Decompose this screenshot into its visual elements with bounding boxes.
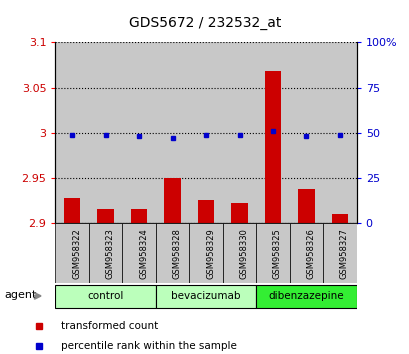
Bar: [63, 198, 80, 223]
Bar: [89, 42, 122, 223]
Text: GSM958328: GSM958328: [172, 228, 181, 279]
Bar: [155, 285, 256, 308]
Text: GSM958324: GSM958324: [139, 228, 148, 279]
Bar: [155, 223, 189, 283]
Bar: [222, 223, 256, 283]
Bar: [289, 42, 322, 223]
Bar: [55, 285, 155, 308]
Text: GSM958330: GSM958330: [239, 228, 248, 279]
Bar: [289, 223, 322, 283]
Text: GSM958323: GSM958323: [106, 228, 114, 279]
Bar: [197, 200, 214, 223]
Bar: [322, 42, 356, 223]
Bar: [331, 214, 348, 223]
Bar: [222, 42, 256, 223]
Text: dibenzazepine: dibenzazepine: [268, 291, 344, 301]
Text: agent: agent: [4, 290, 37, 300]
Bar: [55, 223, 89, 283]
Bar: [189, 42, 222, 223]
Text: GSM958329: GSM958329: [205, 228, 214, 279]
Bar: [256, 42, 289, 223]
Bar: [297, 189, 314, 223]
Bar: [264, 72, 281, 223]
Bar: [89, 223, 122, 283]
Bar: [55, 42, 89, 223]
Bar: [122, 223, 155, 283]
Text: GSM958322: GSM958322: [72, 228, 81, 279]
Text: percentile rank within the sample: percentile rank within the sample: [61, 341, 236, 352]
Text: control: control: [87, 291, 124, 301]
Bar: [189, 223, 222, 283]
Bar: [97, 210, 114, 223]
Bar: [164, 178, 180, 223]
Text: GSM958326: GSM958326: [306, 228, 315, 279]
Text: GDS5672 / 232532_at: GDS5672 / 232532_at: [128, 16, 281, 30]
Text: transformed count: transformed count: [61, 321, 157, 331]
Text: bevacizumab: bevacizumab: [171, 291, 240, 301]
Text: GSM958325: GSM958325: [272, 228, 281, 279]
Bar: [155, 42, 189, 223]
Bar: [256, 285, 356, 308]
Text: GSM958327: GSM958327: [339, 228, 348, 279]
Bar: [122, 42, 155, 223]
Bar: [231, 203, 247, 223]
Bar: [256, 223, 289, 283]
Bar: [322, 223, 356, 283]
Bar: [130, 209, 147, 223]
